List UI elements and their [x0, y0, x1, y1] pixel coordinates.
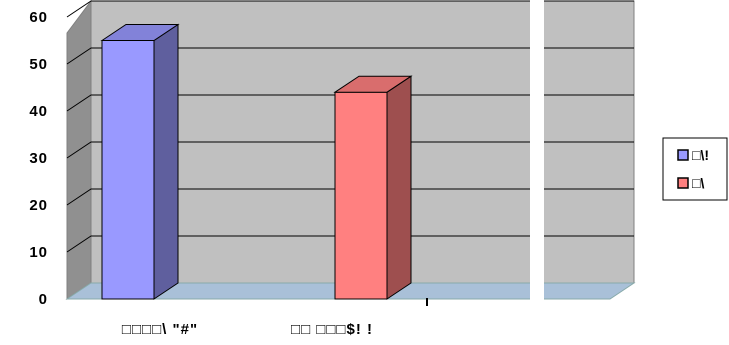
- bar-top: [333, 75, 413, 93]
- legend-box: [662, 137, 728, 201]
- y-tick-label: 40: [29, 103, 48, 120]
- bar-side: [153, 23, 179, 300]
- gridline: [66, 188, 634, 206]
- legend-label: □\: [692, 175, 704, 191]
- gridline: [66, 47, 634, 65]
- y-tick-label: 60: [29, 9, 48, 26]
- bar-top: [100, 24, 180, 41]
- bar-front: [101, 40, 155, 300]
- gridline: [66, 141, 634, 159]
- y-tick-label: 50: [29, 56, 48, 73]
- x-category-label: □□ □□□$! !: [291, 321, 373, 338]
- y-tick-label: 20: [29, 197, 48, 214]
- legend-swatch: [677, 177, 689, 189]
- gridline: [66, 0, 634, 18]
- y-tick-label: 30: [29, 150, 48, 167]
- legend-label: □\!: [692, 147, 709, 163]
- legend-swatch: [677, 149, 689, 161]
- y-tick-label: 0: [39, 291, 48, 308]
- gridline: [66, 235, 634, 253]
- axis-break: [530, 0, 544, 305]
- bar-side: [386, 75, 412, 300]
- gridline: [66, 94, 634, 112]
- x-category-label: □□□□\ "#": [122, 321, 198, 338]
- y-tick-label: 10: [29, 244, 48, 261]
- bar-front: [334, 91, 388, 300]
